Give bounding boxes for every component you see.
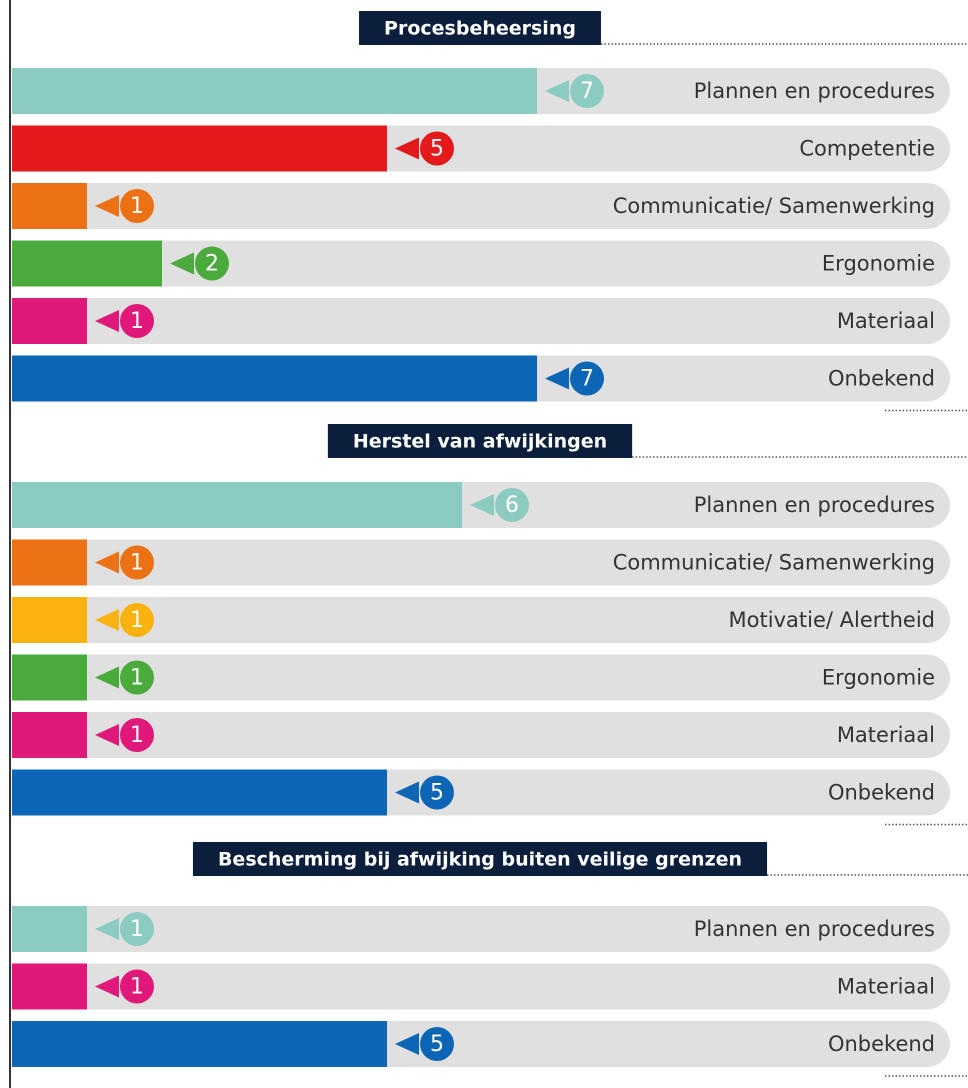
value-badge xyxy=(120,718,154,752)
bar xyxy=(12,355,537,402)
value-pointer xyxy=(95,975,119,998)
bar xyxy=(12,654,87,701)
category-label: Communicatie/ Samenwerking xyxy=(613,194,935,218)
value-badge xyxy=(120,304,154,338)
group-title-box xyxy=(192,842,768,876)
bar xyxy=(12,482,462,528)
group-title: Bescherming bij afwijking buiten veilige… xyxy=(218,849,742,871)
bar xyxy=(12,963,87,1010)
category-label: Onbekend xyxy=(828,1032,935,1056)
value-label: 5 xyxy=(430,137,444,162)
value-badge xyxy=(195,246,229,281)
bar-track xyxy=(12,654,950,701)
value-pointer xyxy=(95,310,119,332)
value-label: 7 xyxy=(580,367,594,392)
value-label: 5 xyxy=(430,1032,444,1057)
category-label: Competentie xyxy=(799,137,935,161)
bar-track xyxy=(12,963,950,1010)
value-badge xyxy=(120,660,154,695)
value-badge xyxy=(120,969,154,1004)
group-title-box xyxy=(327,424,633,458)
bar xyxy=(12,597,87,643)
bar-track xyxy=(12,539,950,586)
category-label: Onbekend xyxy=(828,781,935,805)
bar xyxy=(12,906,87,952)
value-badge xyxy=(120,603,154,637)
bar xyxy=(12,1021,387,1067)
bar-track xyxy=(12,183,950,229)
value-badge xyxy=(420,1027,454,1061)
value-pointer xyxy=(95,195,119,217)
bar-track xyxy=(12,298,950,344)
category-label: Materiaal xyxy=(837,723,935,747)
value-label: 1 xyxy=(130,194,144,219)
bar-track xyxy=(12,240,950,287)
category-label: Materiaal xyxy=(837,309,935,333)
value-label: 6 xyxy=(505,493,519,518)
value-pointer xyxy=(95,666,119,689)
value-label: 7 xyxy=(580,79,594,104)
value-label: 2 xyxy=(205,252,219,277)
value-pointer xyxy=(545,367,569,390)
group-title: Herstel van afwijkingen xyxy=(353,431,607,453)
value-pointer xyxy=(470,494,494,516)
value-badge xyxy=(420,131,454,166)
bar xyxy=(12,769,387,816)
bar xyxy=(12,298,87,344)
value-badge xyxy=(120,545,154,580)
bar xyxy=(12,240,162,287)
value-badge xyxy=(570,74,604,108)
group-title: Procesbeheersing xyxy=(384,18,576,40)
group-title-box xyxy=(359,11,601,45)
value-label: 5 xyxy=(430,781,444,806)
value-pointer xyxy=(395,781,419,804)
value-pointer xyxy=(95,724,119,746)
value-label: 1 xyxy=(130,666,144,691)
category-label: Ergonomie xyxy=(822,252,935,276)
value-label: 1 xyxy=(130,723,144,748)
value-pointer xyxy=(395,137,419,160)
value-label: 1 xyxy=(130,917,144,942)
value-label: 1 xyxy=(130,975,144,1000)
value-pointer xyxy=(545,80,569,102)
value-label: 1 xyxy=(130,309,144,334)
value-pointer xyxy=(170,252,194,275)
bar-track xyxy=(12,712,950,758)
value-label: 1 xyxy=(130,608,144,633)
category-label: Plannen en procedures xyxy=(694,493,935,517)
category-label: Plannen en procedures xyxy=(694,79,935,103)
value-badge xyxy=(570,361,604,396)
bar xyxy=(12,539,87,586)
value-badge xyxy=(495,488,529,522)
value-badge xyxy=(120,912,154,946)
bar-track xyxy=(12,597,950,643)
value-pointer xyxy=(95,551,119,574)
category-label: Onbekend xyxy=(828,367,935,391)
value-label: 1 xyxy=(130,551,144,576)
value-pointer xyxy=(95,609,119,631)
bar xyxy=(12,183,87,229)
bar xyxy=(12,125,387,172)
value-pointer xyxy=(395,1033,419,1055)
category-label: Motivatie/ Alertheid xyxy=(729,608,935,632)
category-label: Communicatie/ Samenwerking xyxy=(613,551,935,575)
category-label: Materiaal xyxy=(837,975,935,999)
value-pointer xyxy=(95,918,119,940)
value-badge xyxy=(120,189,154,223)
category-label: Ergonomie xyxy=(822,666,935,690)
bar xyxy=(12,712,87,758)
bar-track xyxy=(12,906,950,952)
value-badge xyxy=(420,775,454,810)
category-label: Plannen en procedures xyxy=(694,917,935,941)
bar xyxy=(12,68,537,114)
